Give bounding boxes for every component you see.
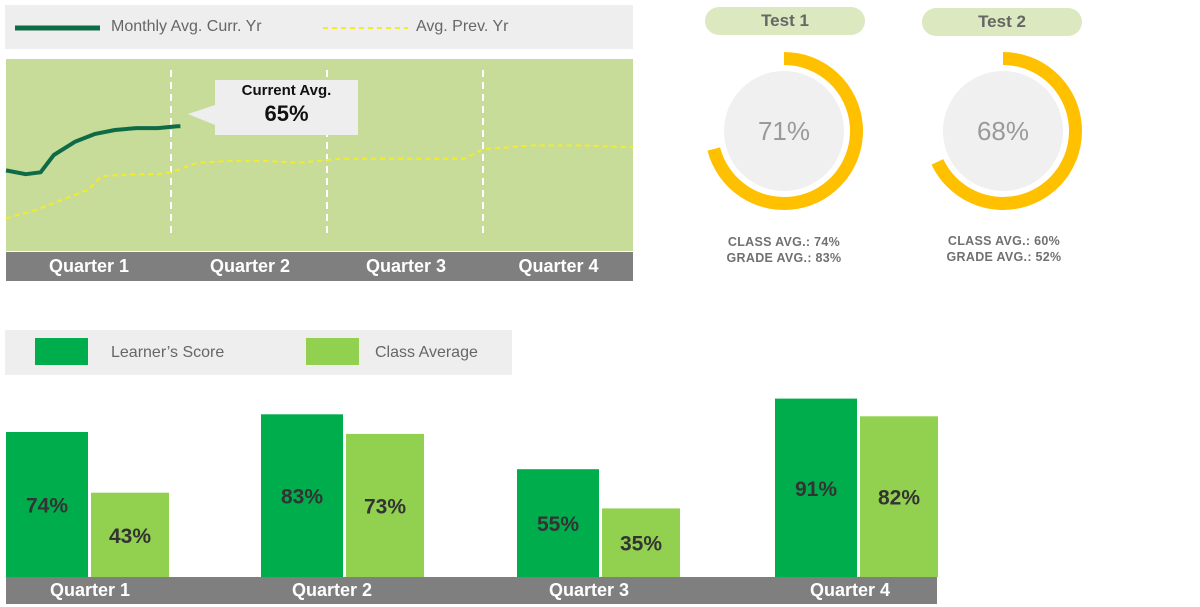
legend-label-current-year: Monthly Avg. Curr. Yr (111, 18, 262, 35)
bar-learner-score (6, 432, 88, 577)
legend-label-class-average: Class Average (375, 344, 478, 361)
test-1-gauge: 71% (707, 52, 863, 210)
legend-label-learner: Learner’s Score (111, 344, 225, 361)
callout-value: 65% (264, 101, 309, 126)
bar-learner-score (517, 469, 599, 577)
line-chart-quarter-axis: Quarter 1 Quarter 2 Quarter 3 Quarter 4 (6, 252, 633, 281)
legend-swatch-class-average (306, 338, 359, 365)
bar-learner-score (775, 398, 857, 577)
gauge-value: 68% (977, 116, 1029, 146)
test-1-class-avg: CLASS AVG.: 74% (727, 235, 841, 249)
bar-chart-plot: 74% 43% 83% 73% 55% 35% 91% 82% (6, 398, 938, 577)
bar-value-label: 35% (620, 533, 662, 556)
test-2-gauge: 68% (931, 52, 1082, 210)
bar-value-label: 55% (537, 513, 579, 536)
current-average-callout-shape (188, 80, 358, 135)
bar-chart-legend: Learner’s Score Class Average (5, 330, 512, 375)
bar-value-label: 43% (109, 525, 151, 548)
quarter-label: Quarter 1 (49, 580, 131, 600)
test-1-stats: CLASS AVG.: 74% GRADE AVG.: 83% (684, 234, 884, 266)
quarter-label: Quarter 1 (48, 256, 130, 276)
line-chart-legend: Monthly Avg. Curr. Yr Avg. Prev. Yr (5, 5, 633, 49)
current-average-callout: Current Avg. 65% (215, 80, 358, 127)
series-line-current-year (5, 124, 181, 177)
quarter-label: Quarter 4 (809, 580, 891, 600)
quarter-label: Quarter 2 (291, 580, 373, 600)
gauge-center (943, 71, 1063, 191)
bar-value-label: 74% (26, 495, 68, 518)
gauge-arc (707, 52, 863, 210)
bar-learner-score (261, 414, 343, 577)
legend-label-previous-year: Avg. Prev. Yr (416, 18, 509, 35)
test-2-class-avg: CLASS AVG.: 60% (947, 234, 1061, 248)
gauge-center (724, 71, 844, 191)
bar-value-label: 82% (878, 487, 920, 510)
bar-class-average (602, 508, 680, 577)
legend-swatch-learner (35, 338, 88, 365)
legend-swatch-previous-year (323, 27, 408, 29)
quarter-label: Quarter 3 (548, 580, 630, 600)
gauge-arc (931, 52, 1082, 210)
bar-value-label: 73% (364, 496, 406, 519)
bar-value-label: 91% (795, 478, 837, 501)
quarter-label: Quarter 3 (365, 256, 447, 276)
legend-swatch-current-year (15, 25, 100, 31)
quarter-label: Quarter 4 (518, 256, 599, 276)
callout-label: Current Avg. (241, 82, 332, 99)
series-line-previous-year (5, 144, 634, 220)
bar-chart-quarter-axis: Quarter 1 Quarter 2 Quarter 3 Quarter 4 (6, 577, 937, 604)
test-2-header: Test 2 (922, 8, 1082, 36)
bar-class-average (91, 492, 169, 577)
bar-value-label: 83% (281, 486, 323, 509)
bar-class-average (346, 433, 424, 577)
test-1-header: Test 1 (705, 7, 865, 35)
quarter-label: Quarter 2 (209, 256, 291, 276)
test-2-stats: CLASS AVG.: 60% GRADE AVG.: 52% (904, 233, 1104, 265)
test-1-grade-avg: GRADE AVG.: 83% (726, 251, 842, 265)
test-2-grade-avg: GRADE AVG.: 52% (946, 250, 1062, 264)
bar-class-average (860, 416, 938, 577)
gauge-value: 71% (758, 116, 810, 146)
